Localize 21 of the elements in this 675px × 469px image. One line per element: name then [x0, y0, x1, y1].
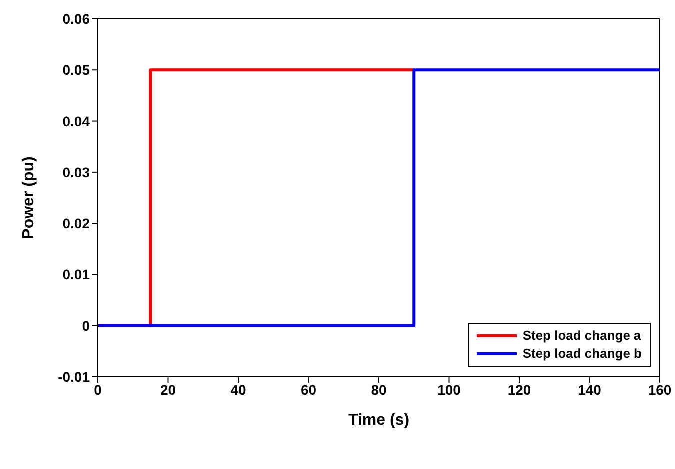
x-tick-label: 20 [160, 382, 176, 398]
x-tick-label: 140 [578, 382, 602, 398]
y-tick-label: 0.04 [62, 113, 90, 130]
x-tick-label: 120 [508, 382, 532, 398]
y-tick-label: 0.06 [62, 10, 90, 27]
y-tick-label: 0 [82, 318, 90, 334]
y-tick-label: 0.02 [62, 216, 90, 232]
legend-label: Step load change a [522, 327, 642, 345]
legend-label: Step load change b [522, 345, 642, 363]
y-tick-label: 0.01 [62, 266, 90, 283]
x-tick-label: 160 [648, 382, 672, 398]
x-tick-label: 80 [371, 382, 387, 398]
x-tick-label: 0 [94, 382, 102, 398]
y-tick-label: -0.01 [58, 368, 90, 385]
x-axis-title: Time (s) [348, 412, 410, 429]
x-tick-label: 100 [438, 382, 462, 398]
x-tick-label: 40 [230, 382, 246, 398]
y-tick-label: 0.05 [62, 62, 90, 78]
y-tick-label: 0.03 [62, 164, 90, 180]
y-axis-title: Power (pu) [20, 156, 38, 240]
x-tick-label: 60 [300, 382, 317, 398]
